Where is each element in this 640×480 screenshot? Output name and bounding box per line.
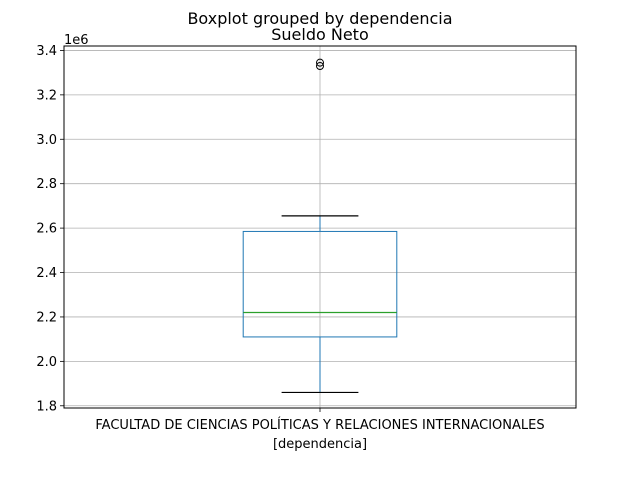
y-tick-label: 3.0 xyxy=(36,133,57,148)
outlier-point xyxy=(316,58,324,67)
y-tick-label: 3.4 xyxy=(36,44,57,59)
y-tick-label: 2.0 xyxy=(36,355,57,370)
y-tick-label: 2.6 xyxy=(36,222,57,237)
grid-layer xyxy=(64,46,576,408)
box-layer xyxy=(242,58,398,394)
chart-title: Sueldo Neto xyxy=(271,25,369,44)
x-axis-label: [dependencia] xyxy=(273,437,367,452)
y-tick-label: 1.8 xyxy=(36,399,57,414)
outlier-point xyxy=(316,61,324,70)
y-offset-label: 1e6 xyxy=(64,33,89,48)
iqr-box xyxy=(242,230,398,338)
y-tick-label: 2.2 xyxy=(36,310,57,325)
axis-layer: 1.8 2.0 2.2 2.4 2.6 2.8 3.0 3.2 3.4 FACULTAD DE C… xyxy=(36,44,544,433)
chart-suptitle: Boxplot grouped by dependencia xyxy=(187,9,452,28)
y-tick-label: 2.4 xyxy=(36,266,57,281)
y-tick-label: 2.8 xyxy=(36,177,57,192)
x-tick-label: FACULTAD DE CIENCIAS POLÍTICAS Y RELACIO… xyxy=(95,417,544,433)
y-tick-label: 3.2 xyxy=(36,88,57,103)
